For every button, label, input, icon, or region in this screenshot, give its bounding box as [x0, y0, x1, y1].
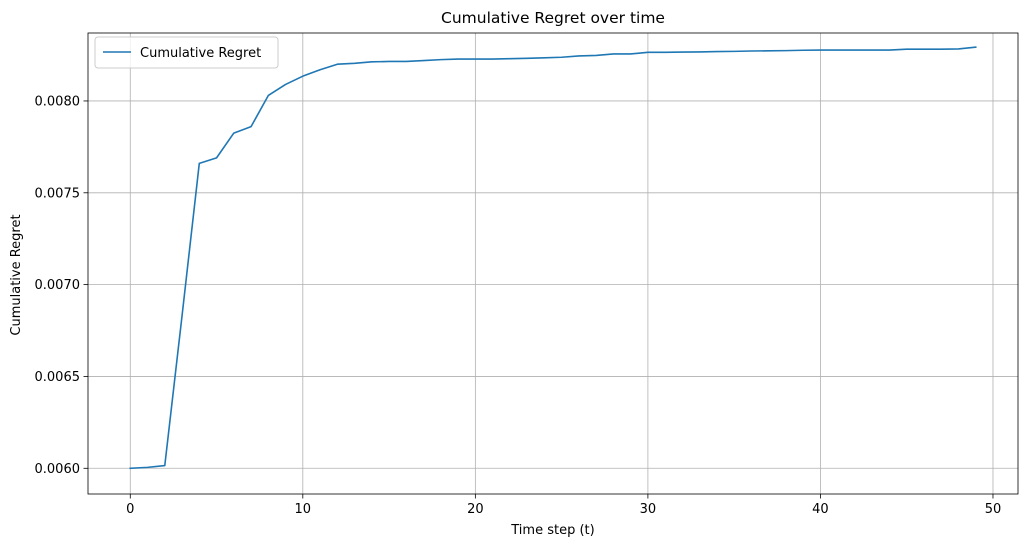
data-point: [732, 49, 737, 54]
x-tick-label: 50: [985, 502, 1002, 517]
data-point: [369, 59, 374, 64]
data-point: [870, 48, 875, 53]
x-tick-label: 30: [640, 502, 657, 517]
data-point: [318, 67, 323, 72]
data-point: [628, 51, 633, 56]
series-line-cumulative-regret: [129, 46, 977, 470]
data-point: [594, 53, 599, 58]
data-point: [818, 48, 823, 53]
x-axis-label: Time step (t): [510, 523, 594, 538]
y-axis-label: Cumulative Regret: [9, 214, 24, 335]
data-point: [404, 59, 409, 64]
legend: Cumulative Regret: [94, 36, 279, 69]
x-tick-label: 10: [295, 502, 312, 517]
data-point: [145, 465, 150, 470]
data-point: [973, 45, 978, 50]
data-point: [801, 48, 806, 53]
y-tick-label: 0.0080: [35, 94, 81, 109]
data-point: [645, 50, 650, 55]
data-point: [249, 124, 254, 129]
data-point: [456, 57, 461, 62]
data-point: [266, 93, 271, 98]
y-tick-label: 0.0065: [35, 370, 81, 385]
data-point: [714, 49, 719, 54]
data-point: [576, 53, 581, 58]
data-point: [231, 131, 236, 136]
data-point: [921, 47, 926, 52]
data-point: [749, 49, 754, 54]
data-point: [421, 58, 426, 63]
data-point: [335, 62, 340, 67]
data-point: [507, 56, 512, 61]
data-point: [387, 59, 392, 64]
data-point: [559, 55, 564, 60]
data-point: [663, 50, 668, 55]
data-point: [904, 47, 909, 52]
plot-area-frame: [87, 32, 1019, 495]
data-point: [352, 61, 357, 66]
data-point: [697, 49, 702, 54]
data-point: [162, 463, 167, 468]
data-point: [525, 56, 530, 61]
data-point: [611, 51, 616, 56]
y-tick-label: 0.0070: [35, 278, 81, 293]
data-point: [887, 48, 892, 53]
data-point: [300, 74, 305, 79]
x-tick-label: 40: [812, 502, 829, 517]
legend-label-cumulative-regret: Cumulative Regret: [140, 46, 261, 61]
chart-title: Cumulative Regret over time: [441, 9, 665, 27]
data-point: [956, 46, 961, 51]
data-point: [766, 48, 771, 53]
tick-layer: 0 10 20 30 40 50 0.0060 0.0065 0.0070 0.0075 0.008…: [35, 94, 1002, 517]
series-layer: [128, 45, 978, 471]
data-point: [473, 57, 478, 62]
legend-box: [94, 36, 279, 69]
data-point: [783, 48, 788, 53]
data-point: [197, 161, 202, 166]
data-point: [939, 47, 944, 52]
data-point: [283, 82, 288, 87]
grid: [88, 33, 1018, 494]
data-point: [542, 55, 547, 60]
data-point: [438, 57, 443, 62]
y-tick-label: 0.0075: [35, 186, 81, 201]
data-point: [852, 48, 857, 53]
y-tick-label: 0.0060: [35, 462, 81, 477]
data-point: [214, 155, 219, 160]
data-point: [835, 48, 840, 53]
x-tick-label: 20: [467, 502, 484, 517]
data-point: [490, 57, 495, 62]
data-point: [180, 313, 185, 318]
data-point: [680, 50, 685, 55]
data-point: [128, 466, 133, 471]
x-tick-label: 0: [126, 502, 134, 517]
